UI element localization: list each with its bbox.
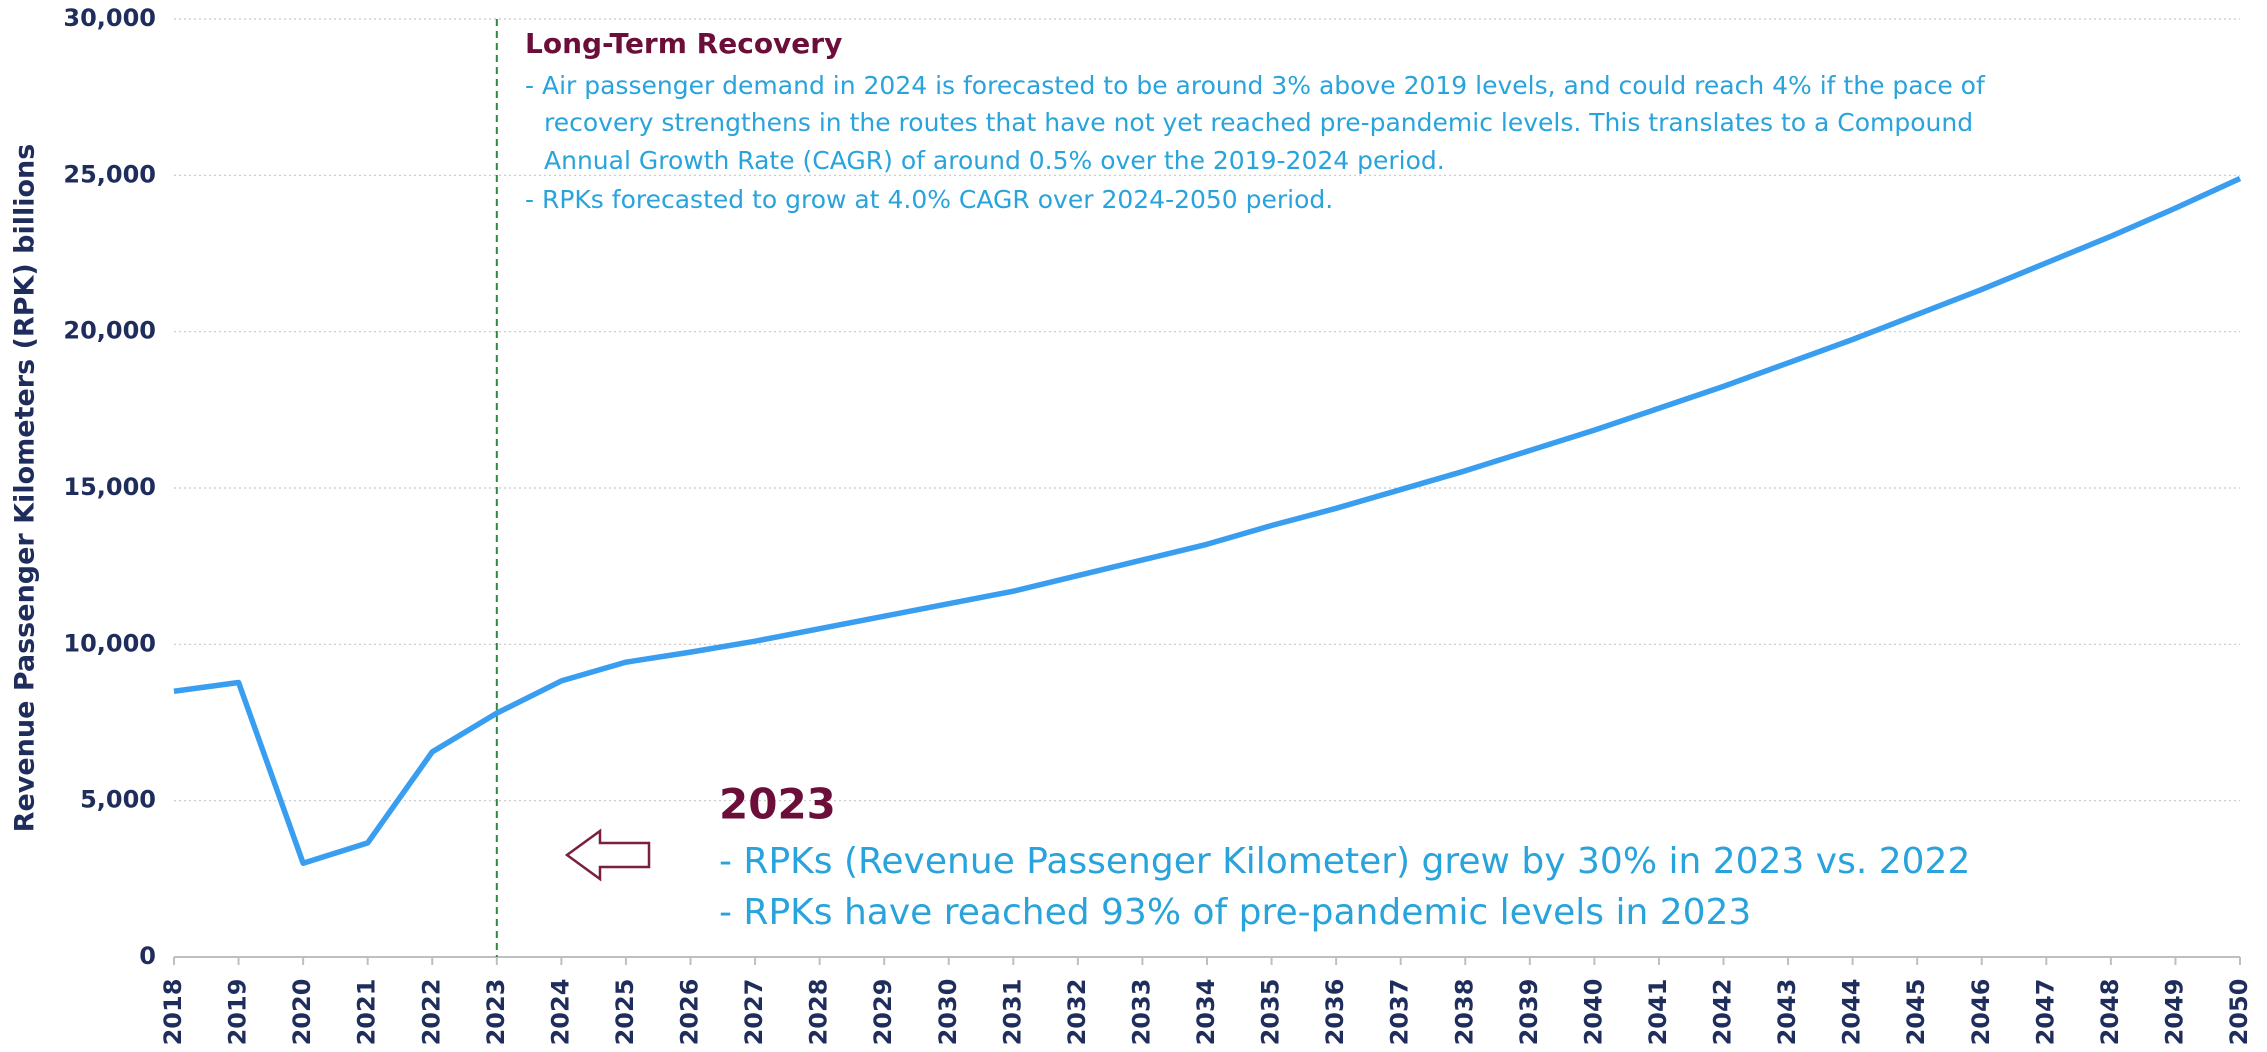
x-tick-label: 2039 — [1515, 979, 1543, 1046]
x-tick-label: 2024 — [546, 979, 574, 1046]
arrow — [564, 828, 651, 882]
y-tick-label: 0 — [139, 942, 156, 970]
x-tick-label: 2045 — [1902, 979, 1930, 1046]
x-tick-label: 2041 — [1644, 979, 1672, 1046]
x-tick-label: 2022 — [417, 979, 445, 1046]
x-tick-label: 2026 — [676, 979, 704, 1046]
x-tick-label: 2035 — [1257, 979, 1285, 1046]
x-tick-label: 2028 — [805, 979, 833, 1046]
x-tick-label: 2038 — [1450, 979, 1478, 1046]
x-tick-label: 2037 — [1386, 979, 1414, 1046]
annotation-text: Annual Growth Rate (CAGR) of around 0.5%… — [544, 146, 1445, 175]
y-tick-label: 10,000 — [63, 629, 156, 657]
x-tick-label: 2023 — [482, 979, 510, 1046]
x-tick-label: 2040 — [1579, 979, 1607, 1046]
x-tick-label: 2031 — [998, 979, 1026, 1046]
x-tick-label: 2033 — [1127, 979, 1155, 1046]
x-tick-label: 2030 — [934, 979, 962, 1046]
x-tick-label: 2049 — [2160, 979, 2188, 1046]
x-tick-label: 2018 — [159, 979, 187, 1046]
x-tick-label: 2048 — [2096, 979, 2124, 1046]
y-tick-label: 5,000 — [80, 786, 156, 814]
annotation-text: - Air passenger demand in 2024 is foreca… — [525, 71, 1986, 100]
x-tick-label: 2042 — [1709, 979, 1737, 1046]
x-tick-label: 2020 — [288, 979, 316, 1046]
x-tick-label: 2032 — [1063, 979, 1091, 1046]
y-tick-label: 20,000 — [63, 317, 156, 345]
y-tick-label: 25,000 — [63, 160, 156, 188]
x-tick-label: 2036 — [1321, 979, 1349, 1046]
annotation-text: - RPKs (Revenue Passenger Kilometer) gre… — [719, 841, 1970, 882]
y-tick-label: 30,000 — [63, 4, 156, 32]
series-line — [173, 175, 2242, 866]
x-tick-label: 2019 — [224, 979, 252, 1046]
x-tick-label: 2050 — [2225, 979, 2253, 1046]
x-tick-label: 2021 — [353, 979, 381, 1046]
annotation-title: Long-Term Recovery — [525, 27, 842, 60]
x-tick-label: 2025 — [611, 979, 639, 1046]
x-tick-label: 2046 — [1967, 979, 1995, 1046]
y-axis-label: Revenue Passenger Kilometers (RPK) billi… — [10, 144, 41, 833]
x-tick-label: 2043 — [1773, 979, 1801, 1046]
annotation-text: - RPKs have reached 93% of pre-pandemic … — [719, 892, 1751, 933]
x-tick-label: 2027 — [740, 979, 768, 1046]
annotation-text: - RPKs forecasted to grow at 4.0% CAGR o… — [525, 185, 1333, 214]
x-tick-label: 2044 — [1838, 979, 1866, 1046]
annotation-text: recovery strengthens in the routes that … — [544, 108, 1973, 137]
x-tick-label: 2029 — [869, 979, 897, 1046]
y-tick-label: 15,000 — [63, 473, 156, 501]
x-tick-label: 2047 — [2031, 979, 2059, 1046]
x-tick-label: 2034 — [1192, 979, 1220, 1046]
annotation-title: 2023 — [719, 780, 836, 829]
